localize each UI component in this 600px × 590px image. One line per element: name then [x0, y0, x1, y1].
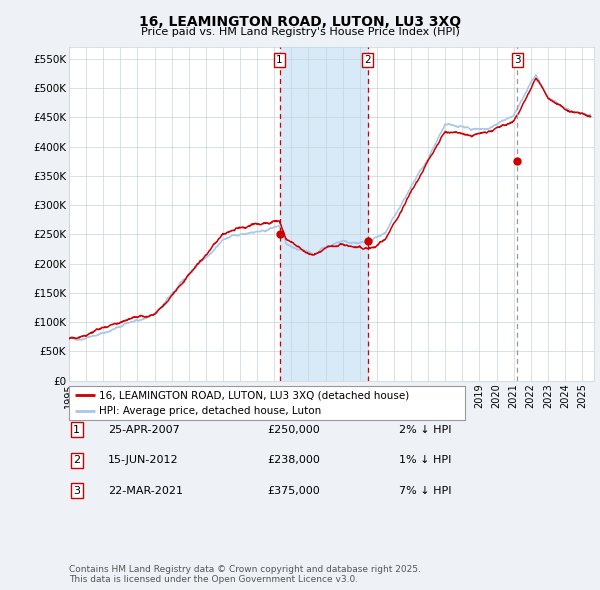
Text: HPI: Average price, detached house, Luton: HPI: Average price, detached house, Luto… [98, 406, 321, 416]
Text: 2% ↓ HPI: 2% ↓ HPI [399, 425, 452, 434]
Text: Price paid vs. HM Land Registry's House Price Index (HPI): Price paid vs. HM Land Registry's House … [140, 27, 460, 37]
Text: £238,000: £238,000 [267, 455, 320, 465]
Text: Contains HM Land Registry data © Crown copyright and database right 2025.
This d: Contains HM Land Registry data © Crown c… [69, 565, 421, 584]
Text: £250,000: £250,000 [267, 425, 320, 434]
Bar [280, 47, 368, 381]
Text: 1% ↓ HPI: 1% ↓ HPI [399, 455, 451, 465]
Text: 1: 1 [276, 55, 283, 65]
Text: 1: 1 [73, 425, 80, 434]
Text: 2: 2 [73, 455, 80, 465]
Text: 16, LEAMINGTON ROAD, LUTON, LU3 3XQ (detached house): 16, LEAMINGTON ROAD, LUTON, LU3 3XQ (det… [98, 390, 409, 400]
Text: 7% ↓ HPI: 7% ↓ HPI [399, 486, 452, 496]
Text: 2: 2 [364, 55, 371, 65]
Text: 25-APR-2007: 25-APR-2007 [108, 425, 180, 434]
Text: 22-MAR-2021: 22-MAR-2021 [108, 486, 183, 496]
Text: £375,000: £375,000 [267, 486, 320, 496]
Text: 15-JUN-2012: 15-JUN-2012 [108, 455, 179, 465]
Text: 3: 3 [73, 486, 80, 496]
Text: 3: 3 [514, 55, 521, 65]
Text: 16, LEAMINGTON ROAD, LUTON, LU3 3XQ: 16, LEAMINGTON ROAD, LUTON, LU3 3XQ [139, 15, 461, 29]
